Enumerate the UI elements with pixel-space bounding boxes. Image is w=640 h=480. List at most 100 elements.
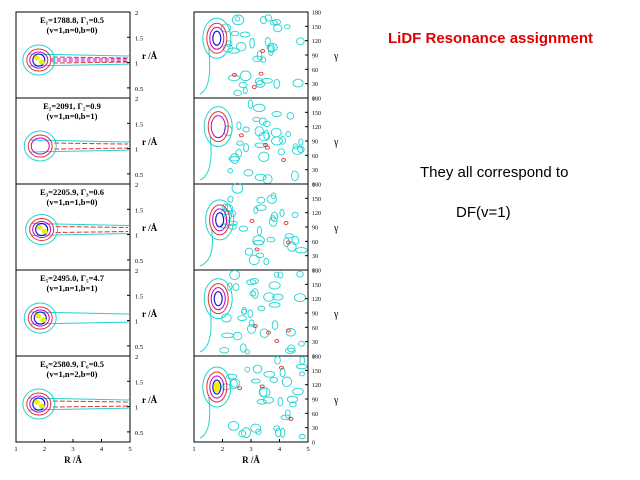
y-tick-label: 30 — [312, 340, 318, 346]
contour-peak — [35, 313, 42, 319]
contour-outer — [203, 106, 233, 148]
y-tick-label: 1 — [135, 405, 138, 412]
y-tick-label: 150 — [312, 369, 321, 375]
continuum-contour — [277, 148, 285, 156]
continuum-contour — [295, 247, 308, 254]
y-tick-label: 0.5 — [135, 172, 143, 179]
panel-quantum-label: (v=1,n=0,b=1) — [47, 111, 98, 121]
continuum-contour — [231, 182, 244, 194]
y-tick-label: 0.5 — [135, 258, 143, 265]
continuum-contour — [246, 324, 257, 334]
continuum-contour — [227, 168, 233, 174]
continuum-contour — [259, 16, 268, 25]
y-axis-label: γ — [333, 51, 339, 62]
continuum-contour-mid — [237, 386, 243, 391]
continuum-contour-mid — [281, 158, 287, 162]
continuum-contour — [277, 397, 284, 407]
continuum-contour — [239, 343, 247, 353]
y-tick-label: 180 — [312, 97, 321, 103]
y-tick-label: 1.5 — [135, 379, 143, 386]
continuum-contour — [258, 151, 270, 162]
x-axis-label: R /Å — [242, 455, 260, 465]
plume-outer — [199, 136, 212, 181]
continuum-contour — [284, 347, 296, 354]
x-tick-label: 1 — [14, 446, 17, 453]
continuum-contour — [285, 328, 296, 337]
continuum-contour — [252, 239, 264, 246]
y-tick-label: 30 — [312, 168, 318, 174]
continuum-contour-mid — [238, 133, 244, 138]
x-tick-label: 3 — [249, 446, 252, 453]
contour-core — [212, 30, 222, 46]
y-tick-label: 0.5 — [135, 430, 143, 437]
continuum-contour — [258, 131, 271, 142]
continuum-contour-mid — [260, 49, 266, 53]
continuum-contour — [255, 80, 266, 88]
continuum-contour — [248, 254, 260, 266]
contour-peak — [33, 399, 40, 405]
continuum-contour-mid — [285, 240, 291, 245]
continuum-contour — [287, 344, 296, 353]
y-tick-label: 1.5 — [135, 121, 143, 128]
slide-title: LiDF Resonance assignment — [388, 30, 594, 47]
continuum-contour — [290, 170, 299, 182]
y-axis-label: γ — [333, 309, 339, 320]
y-tick-label: 120 — [312, 211, 321, 217]
y-tick-label: 60 — [312, 412, 318, 418]
continuum-contour — [222, 43, 233, 53]
continuum-contour — [227, 74, 241, 82]
continuum-contour-mid — [274, 339, 280, 343]
x-tick-label: 5 — [128, 446, 131, 453]
y-tick-label: 90 — [312, 398, 318, 404]
panel-5 — [15, 355, 309, 443]
x-tick-label: 4 — [278, 446, 282, 453]
continuum-contour — [243, 143, 250, 153]
continuum-contour — [246, 279, 257, 286]
y-tick-label: 180 — [312, 269, 321, 275]
continuum-contour — [297, 146, 305, 153]
y-tick-label: 1 — [135, 319, 138, 326]
plume-outer — [199, 396, 211, 439]
contour-outer — [203, 278, 233, 320]
channel-mid — [52, 400, 129, 403]
x-tick-label: 2 — [43, 446, 46, 453]
contour-inner — [30, 309, 50, 327]
continuum-contour — [273, 24, 283, 33]
continuum-contour — [247, 99, 254, 109]
contour-peak — [213, 381, 221, 393]
continuum-contour — [239, 70, 252, 82]
channel-mid — [55, 231, 129, 234]
continuum-contour — [241, 308, 247, 315]
continuum-contour — [229, 269, 241, 281]
contour-inner — [209, 26, 225, 50]
y-tick-label: 90 — [312, 140, 318, 146]
continuum-contour — [291, 235, 300, 246]
continuum-contour — [221, 332, 234, 339]
channel-mid — [52, 405, 129, 408]
right-frame — [193, 11, 309, 99]
continuum-contour — [298, 340, 305, 347]
continuum-contour — [233, 89, 242, 97]
continuum-contour — [291, 211, 299, 219]
continuum-contour — [299, 371, 305, 377]
continuum-contour — [283, 237, 290, 247]
contour-inner — [32, 221, 52, 239]
y-axis-label: r /Å — [142, 395, 158, 405]
continuum-contour — [269, 19, 278, 26]
contour-mid — [206, 22, 228, 54]
continuum-contour — [263, 370, 276, 378]
y-tick-label: 2 — [135, 268, 138, 275]
continuum-contour — [298, 434, 306, 440]
y-tick-label: 150 — [312, 25, 321, 31]
y-tick-label: 30 — [312, 254, 318, 260]
continuum-contour — [266, 236, 276, 243]
contour-peak — [36, 225, 43, 231]
x-axis-label: R /Å — [64, 455, 82, 465]
contour-mid — [207, 283, 229, 315]
continuum-contour — [238, 81, 248, 89]
continuum-contour — [256, 399, 267, 405]
channel-mid — [52, 56, 129, 59]
y-tick-label: 180 — [312, 355, 321, 361]
continuum-contour — [254, 173, 267, 182]
